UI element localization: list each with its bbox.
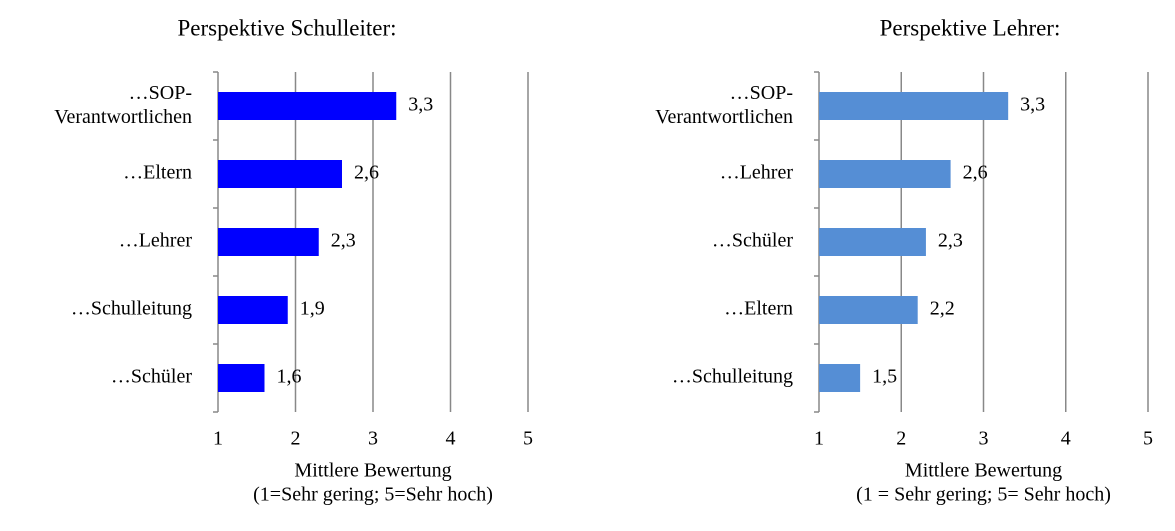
bar [819,364,861,392]
bar [218,160,342,188]
x-tick-label: 4 [1061,428,1071,450]
x-tick-label: 3 [979,428,989,450]
value-label: 2,3 [938,230,963,252]
value-label: 2,3 [331,230,356,252]
chart-title: Perspektive Schulleiter: [177,15,396,40]
value-label: 1,9 [300,298,325,320]
value-label: 3,3 [408,94,433,116]
y-tick-label: …SOP-Verantwortlichen [655,82,793,128]
x-tick-label: 5 [1143,428,1153,450]
bar [819,92,1009,120]
value-label: 1,6 [277,366,302,388]
x-tick-label: 2 [291,428,301,450]
bar [819,228,926,256]
value-label: 1,5 [872,366,897,388]
x-tick-label: 5 [523,428,533,450]
bar [819,160,951,188]
bar [218,364,265,392]
x-tick-label: 1 [213,428,223,450]
bar [819,296,918,324]
y-tick-label: …Schüler [712,230,793,252]
y-tick-label: …SOP-Verantwortlichen [54,82,192,128]
y-tick-label: …Schulleitung [672,366,793,388]
x-axis-label: Mittlere Bewertung [905,460,1062,482]
x-tick-label: 3 [368,428,378,450]
y-tick-label: …Lehrer [720,162,794,184]
bar [218,296,288,324]
x-tick-label: 4 [446,428,456,450]
chart-title: Perspektive Lehrer: [880,15,1061,40]
y-tick-label: …Schüler [111,366,192,388]
y-tick-label: …Eltern [724,298,793,320]
x-axis-label: (1=Sehr gering; 5=Sehr hoch) [253,484,493,506]
bar [218,92,397,120]
y-tick-label: …Eltern [123,162,192,184]
x-tick-label: 1 [814,428,824,450]
y-tick-label: …Schulleitung [71,298,192,320]
value-label: 2,6 [963,162,988,184]
value-label: 2,6 [354,162,379,184]
bar [218,228,319,256]
x-axis-label: Mittlere Bewertung [294,460,451,482]
x-axis-label: (1 = Sehr gering; 5= Sehr hoch) [856,484,1111,506]
x-tick-label: 2 [896,428,906,450]
value-label: 3,3 [1020,94,1045,116]
y-tick-label: …Lehrer [119,230,193,252]
value-label: 2,2 [930,298,955,320]
